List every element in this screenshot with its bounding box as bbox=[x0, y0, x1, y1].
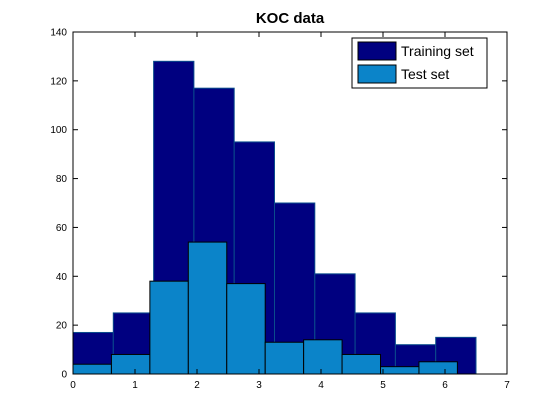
legend-swatch-test-set bbox=[358, 65, 396, 83]
test-set-bar-1 bbox=[73, 364, 111, 374]
x-tick-label: 6 bbox=[442, 380, 448, 391]
x-tick-label: 3 bbox=[256, 380, 262, 391]
test-set-bar-4 bbox=[188, 242, 226, 374]
x-tick-label: 7 bbox=[504, 380, 510, 391]
x-tick-label: 2 bbox=[194, 380, 200, 391]
test-set-bar-5 bbox=[227, 284, 265, 374]
y-tick-label: 20 bbox=[56, 321, 68, 332]
x-tick-label: 1 bbox=[132, 380, 138, 391]
test-set-bar-2 bbox=[111, 354, 149, 374]
x-tick-label: 0 bbox=[70, 380, 76, 391]
y-tick-label: 120 bbox=[50, 76, 67, 87]
legend: Training set Test set bbox=[352, 38, 487, 88]
test-set-bar-7 bbox=[304, 340, 342, 374]
test-set-bar-6 bbox=[265, 342, 303, 374]
y-tick-label: 60 bbox=[56, 223, 68, 234]
y-tick-label: 100 bbox=[50, 125, 67, 136]
chart-title: KOC data bbox=[256, 10, 325, 27]
x-tick-label: 4 bbox=[318, 380, 324, 391]
y-tick-label: 80 bbox=[56, 174, 68, 185]
legend-label-test-set: Test set bbox=[401, 66, 449, 82]
y-tick-label: 140 bbox=[50, 28, 67, 39]
y-tick-label: 40 bbox=[56, 272, 68, 283]
y-tick-label: 0 bbox=[61, 370, 67, 381]
test-set-bar-3 bbox=[150, 281, 188, 374]
x-tick-label: 5 bbox=[380, 380, 386, 391]
test-set-bar-10 bbox=[419, 362, 457, 374]
legend-swatch-training-set bbox=[358, 42, 396, 60]
test-set-bar-9 bbox=[381, 367, 419, 374]
legend-label-training-set: Training set bbox=[401, 43, 474, 59]
test-set-bar-8 bbox=[342, 354, 380, 374]
